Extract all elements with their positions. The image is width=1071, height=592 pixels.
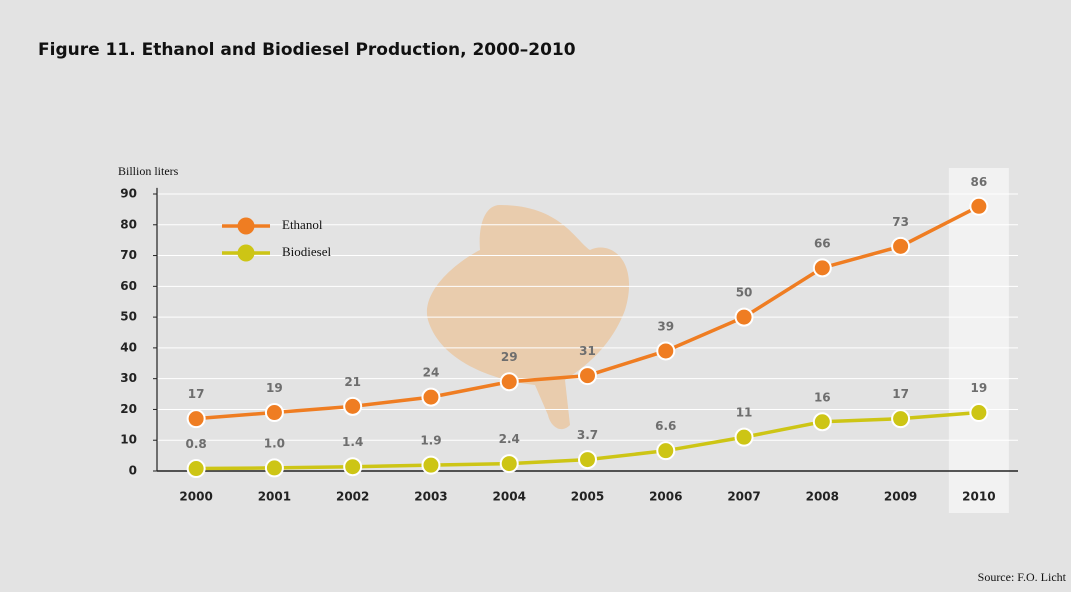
data-label: 3.7	[577, 428, 598, 442]
x-tick-label: 2007	[727, 490, 760, 504]
data-point	[579, 451, 596, 468]
data-label: 17	[892, 387, 909, 401]
data-point	[188, 460, 205, 477]
y-tick-label: 0	[129, 464, 137, 478]
data-point	[970, 404, 987, 421]
data-point	[266, 404, 283, 421]
data-label: 66	[814, 236, 831, 250]
data-label: 50	[736, 286, 753, 300]
data-point	[970, 198, 987, 215]
data-point	[736, 429, 753, 446]
highlight-band	[949, 168, 1009, 513]
data-point	[657, 442, 674, 459]
data-label: 1.9	[420, 434, 441, 448]
y-tick-label: 70	[120, 248, 137, 262]
chart: Figure 11. Ethanol and Biodiesel Product…	[0, 0, 1071, 592]
data-point	[188, 410, 205, 427]
data-point	[501, 373, 518, 390]
data-label: 39	[657, 319, 674, 333]
y-tick-label: 80	[120, 217, 137, 231]
x-tick-label: 2002	[336, 490, 369, 504]
x-tick-label: 2005	[571, 490, 604, 504]
data-label: 6.6	[655, 419, 676, 433]
x-tick-label: 2000	[179, 490, 212, 504]
data-point	[657, 342, 674, 359]
data-label: 0.8	[186, 437, 207, 451]
data-point	[266, 459, 283, 476]
data-point	[736, 309, 753, 326]
data-label: 24	[423, 366, 440, 380]
data-label: 19	[971, 381, 988, 395]
data-label: 16	[814, 390, 831, 404]
y-tick-label: 50	[120, 310, 137, 324]
data-point	[422, 457, 439, 474]
y-tick-label: 60	[120, 279, 137, 293]
data-label: 11	[736, 406, 753, 420]
y-tick-label: 30	[120, 371, 137, 385]
data-label: 86	[971, 175, 988, 189]
data-label: 19	[266, 381, 283, 395]
y-tick-label: 90	[120, 187, 137, 201]
data-point	[344, 458, 361, 475]
legend-marker	[238, 245, 255, 262]
data-label: 2.4	[499, 432, 520, 446]
data-point	[579, 367, 596, 384]
data-label: 29	[501, 350, 518, 364]
data-point	[892, 238, 909, 255]
data-point	[814, 413, 831, 430]
data-label: 31	[579, 344, 596, 358]
data-label: 1.0	[264, 436, 285, 450]
data-point	[892, 410, 909, 427]
data-point	[344, 398, 361, 415]
x-tick-label: 2009	[884, 490, 917, 504]
x-tick-label: 2008	[806, 490, 839, 504]
data-label: 73	[892, 215, 909, 229]
y-axis-label: Billion liters	[118, 164, 179, 178]
data-point	[814, 259, 831, 276]
chart-title: Figure 11. Ethanol and Biodiesel Product…	[38, 40, 576, 60]
x-tick-label: 2003	[414, 490, 447, 504]
x-tick-label: 2010	[962, 490, 995, 504]
data-point	[422, 389, 439, 406]
data-label: 17	[188, 387, 205, 401]
data-point	[501, 455, 518, 472]
source: Source: F.O. Licht	[978, 570, 1067, 584]
x-tick-label: 2001	[258, 490, 291, 504]
data-label: 1.4	[342, 435, 363, 449]
legend-label: Biodiesel	[282, 244, 331, 259]
x-tick-label: 2006	[649, 490, 682, 504]
y-tick-label: 20	[120, 402, 137, 416]
x-tick-label: 2004	[493, 490, 526, 504]
legend-marker	[238, 218, 255, 235]
data-label: 21	[344, 375, 361, 389]
y-tick-label: 10	[120, 433, 137, 447]
legend-label: Ethanol	[282, 217, 323, 232]
y-tick-label: 40	[120, 340, 137, 354]
